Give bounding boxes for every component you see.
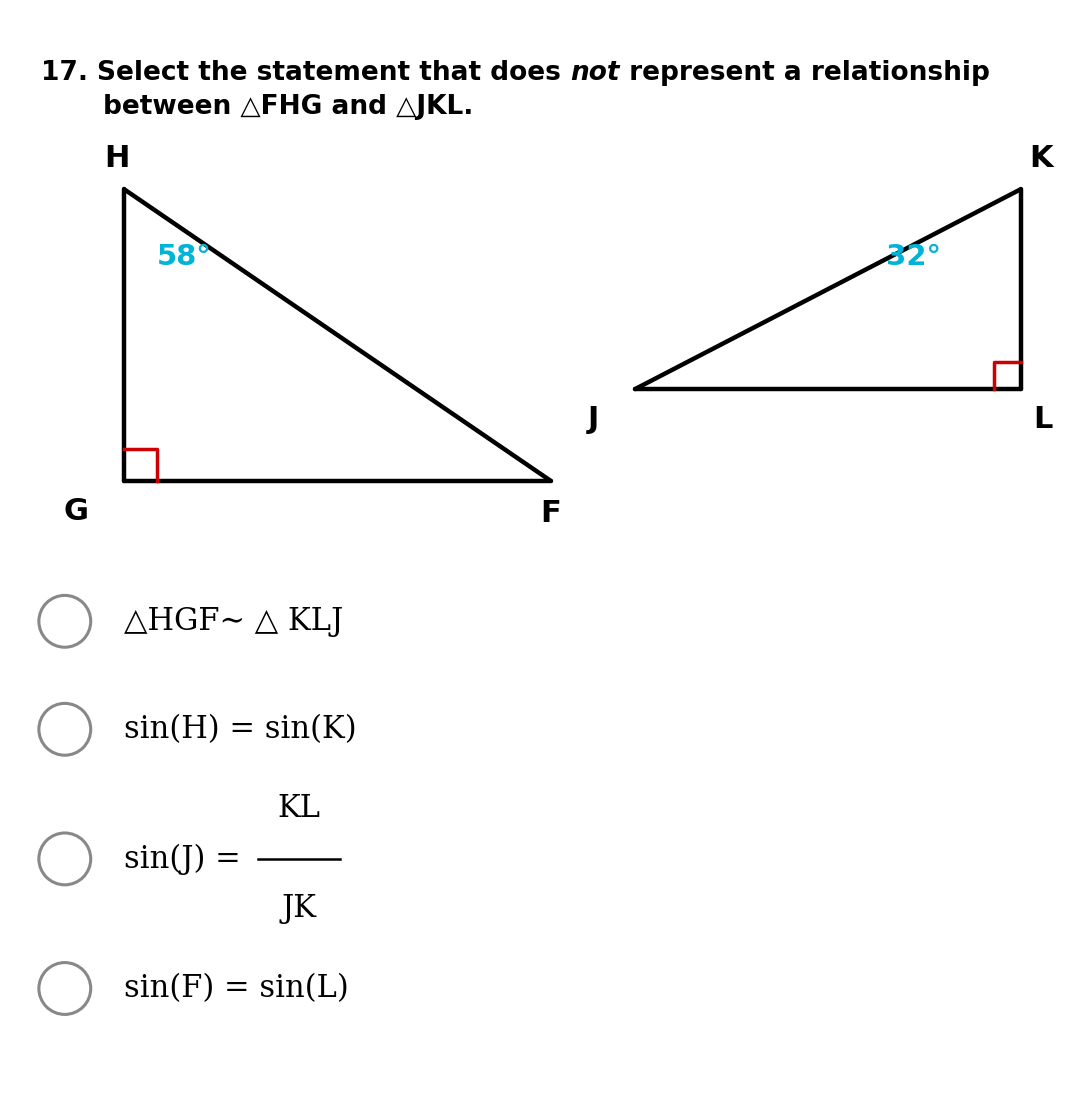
- Text: 32°: 32°: [886, 244, 941, 272]
- Text: K: K: [1029, 144, 1053, 174]
- Text: △HGF∼ △ KLJ: △HGF∼ △ KLJ: [124, 605, 343, 637]
- Text: sin(J) =: sin(J) =: [124, 844, 251, 875]
- Text: L: L: [1034, 405, 1053, 434]
- Text: 58°: 58°: [157, 244, 212, 272]
- Text: sin(F) = sin(L): sin(F) = sin(L): [124, 973, 349, 1004]
- Text: JK: JK: [282, 894, 316, 925]
- Text: KL: KL: [278, 794, 321, 825]
- Text: Select the statement that does: Select the statement that does: [97, 60, 570, 86]
- Text: between △FHG and △JKL.: between △FHG and △JKL.: [103, 95, 473, 120]
- Text: J: J: [588, 405, 599, 434]
- Text: 17.: 17.: [41, 60, 97, 86]
- Text: H: H: [104, 144, 130, 174]
- Text: sin(H) = sin(K): sin(H) = sin(K): [124, 713, 356, 745]
- Text: not: not: [570, 60, 620, 86]
- Text: F: F: [540, 500, 562, 529]
- Text: G: G: [63, 498, 89, 526]
- Text: represent a relationship: represent a relationship: [620, 60, 989, 86]
